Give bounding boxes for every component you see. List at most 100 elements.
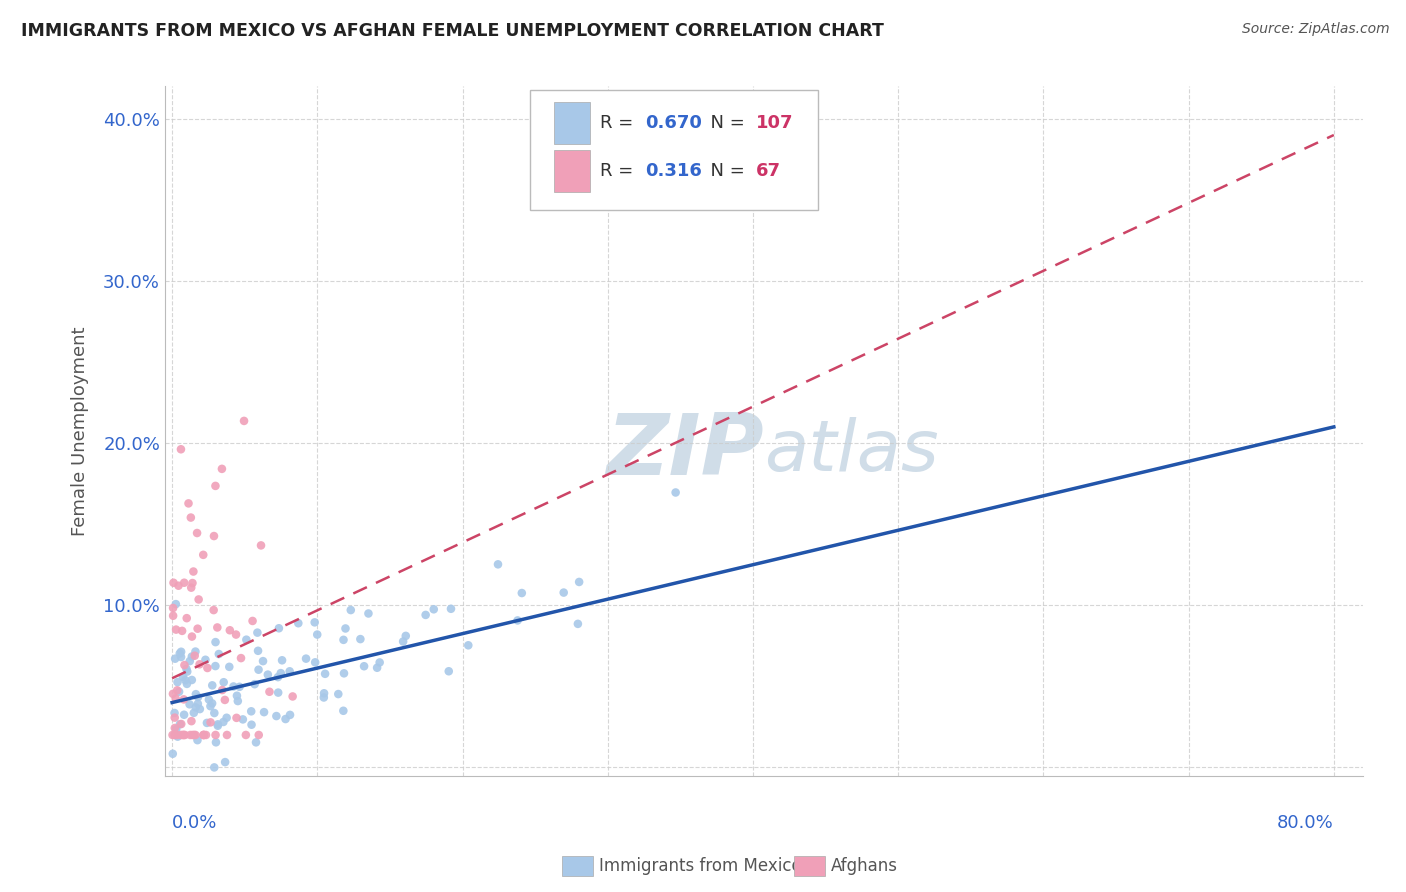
Point xyxy=(215,711,238,725)
Point xyxy=(271,653,294,667)
Point xyxy=(218,624,240,638)
Point xyxy=(201,678,224,692)
Point xyxy=(353,659,375,673)
Point xyxy=(163,711,186,725)
Point xyxy=(665,485,688,500)
Point xyxy=(193,728,215,742)
Point xyxy=(184,687,207,701)
Point xyxy=(187,697,209,711)
Point xyxy=(253,705,276,719)
Point xyxy=(194,728,217,742)
Point xyxy=(207,620,229,634)
Point xyxy=(229,651,252,665)
Point xyxy=(165,651,187,665)
Point xyxy=(267,685,290,699)
Point xyxy=(218,660,240,674)
Point xyxy=(170,717,193,731)
Point xyxy=(180,581,202,595)
Point xyxy=(312,686,335,700)
Point xyxy=(226,694,249,708)
Point xyxy=(165,597,187,611)
Point xyxy=(332,632,354,647)
Point xyxy=(173,658,195,673)
Point xyxy=(176,665,198,679)
Point xyxy=(205,735,228,749)
Point xyxy=(278,707,301,722)
Y-axis label: Female Unemployment: Female Unemployment xyxy=(72,326,89,536)
Point xyxy=(349,632,371,646)
Point xyxy=(211,683,233,698)
Text: 107: 107 xyxy=(755,114,793,132)
Point xyxy=(198,692,221,706)
Point xyxy=(166,675,188,690)
Point xyxy=(202,760,225,774)
Point xyxy=(181,576,204,591)
Point xyxy=(567,616,589,631)
Point xyxy=(553,585,575,599)
Point xyxy=(486,558,509,572)
Point xyxy=(166,683,188,698)
Point xyxy=(179,698,201,712)
Point xyxy=(165,623,187,637)
Point xyxy=(172,728,194,742)
Point xyxy=(506,614,529,628)
Point xyxy=(180,649,202,664)
Point xyxy=(187,622,209,636)
Point xyxy=(163,721,186,735)
Point xyxy=(180,673,202,687)
Point xyxy=(212,714,235,729)
Point xyxy=(366,661,388,675)
Text: 0.0%: 0.0% xyxy=(172,814,218,832)
Point xyxy=(333,666,356,681)
Point xyxy=(162,608,184,623)
Point xyxy=(165,723,187,737)
Text: IMMIGRANTS FROM MEXICO VS AFGHAN FEMALE UNEMPLOYMENT CORRELATION CHART: IMMIGRANTS FROM MEXICO VS AFGHAN FEMALE … xyxy=(21,22,884,40)
Point xyxy=(166,730,188,744)
Point xyxy=(193,548,215,562)
Point xyxy=(200,699,222,714)
Point xyxy=(200,715,222,730)
Point xyxy=(259,685,281,699)
Point xyxy=(187,690,209,704)
Point xyxy=(437,665,460,679)
Text: 67: 67 xyxy=(755,162,780,180)
Point xyxy=(172,624,194,638)
Point xyxy=(166,728,188,742)
Point xyxy=(267,670,290,684)
Point xyxy=(568,574,591,589)
Point xyxy=(170,442,193,457)
Text: atlas: atlas xyxy=(763,417,938,486)
Point xyxy=(187,592,209,607)
Point xyxy=(207,719,229,733)
Point xyxy=(169,717,191,731)
Point xyxy=(335,622,357,636)
Point xyxy=(256,667,278,681)
Point xyxy=(225,711,247,725)
Point xyxy=(204,479,226,493)
Point xyxy=(179,728,201,742)
Text: 0.670: 0.670 xyxy=(645,114,702,132)
Point xyxy=(225,627,247,641)
Point xyxy=(304,615,326,630)
Point xyxy=(162,728,184,742)
Point xyxy=(184,644,207,658)
Point xyxy=(270,666,292,681)
Point xyxy=(188,702,211,716)
Point xyxy=(173,728,195,742)
Point xyxy=(212,675,235,690)
Point xyxy=(169,647,191,661)
Point xyxy=(226,689,249,703)
Point xyxy=(202,603,225,617)
Point xyxy=(186,733,208,747)
Point xyxy=(173,692,195,706)
Point xyxy=(266,709,288,723)
Point xyxy=(457,638,479,652)
Point xyxy=(173,728,195,742)
Point xyxy=(162,687,184,701)
Point xyxy=(235,728,257,742)
Point xyxy=(235,632,257,647)
Point xyxy=(162,601,184,615)
Point xyxy=(181,630,204,644)
Point xyxy=(184,700,207,714)
Point xyxy=(240,717,263,731)
